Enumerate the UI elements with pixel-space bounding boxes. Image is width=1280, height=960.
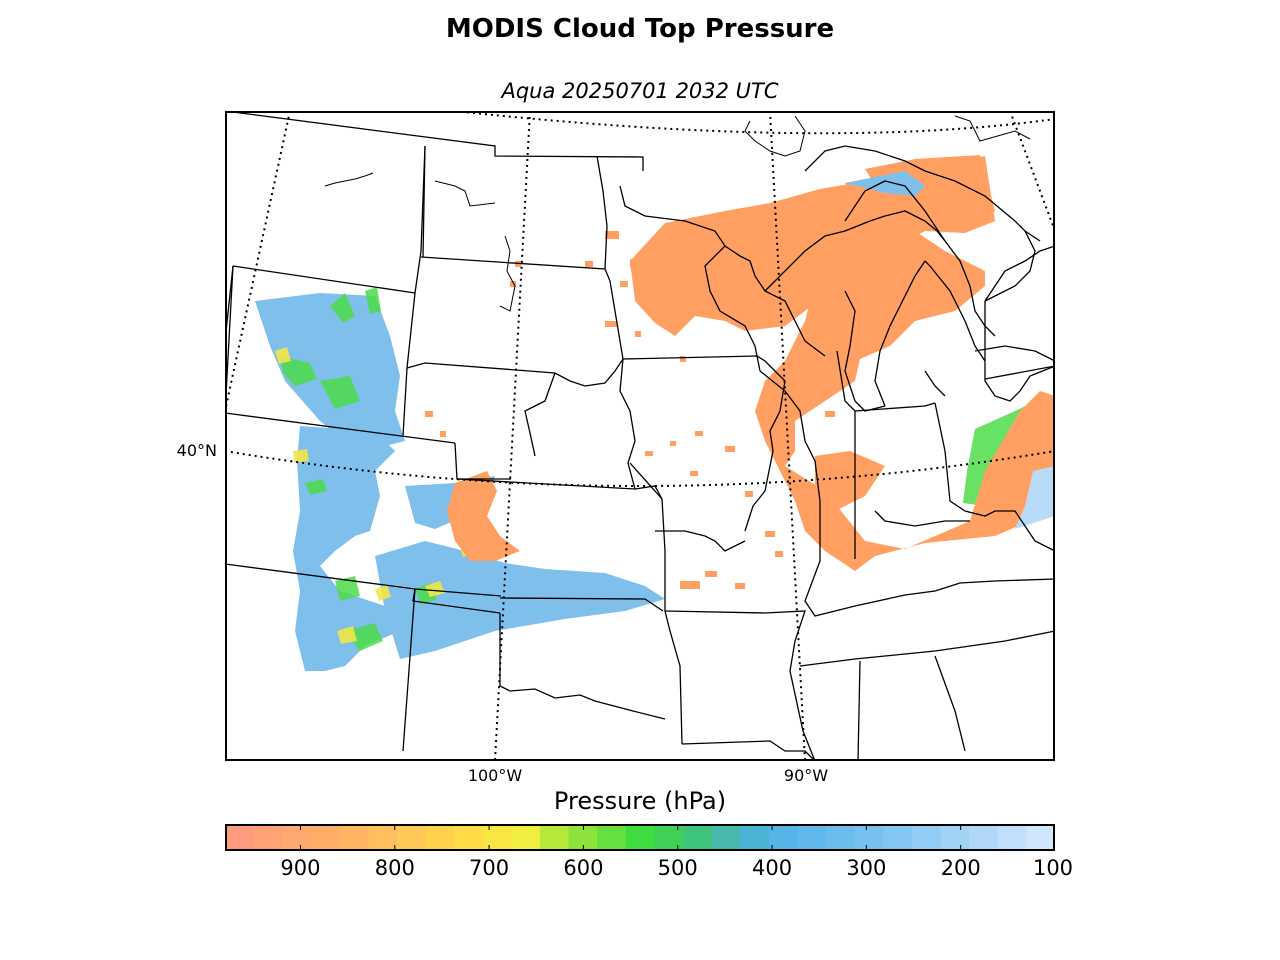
cloud-specks (425, 231, 835, 589)
colorbar-segment (797, 824, 827, 851)
colorbar-tick-label: 700 (469, 856, 510, 880)
lon-label-100w: 100°W (467, 766, 523, 785)
colorbar-segment (511, 824, 541, 851)
colorbar-segment (969, 824, 999, 851)
colorbar-tick-label: 500 (657, 856, 698, 880)
colorbar-segment (453, 824, 484, 851)
map-frame (225, 111, 1055, 761)
colorbar-tick-label: 100 (1032, 856, 1074, 880)
chart-title: MODIS Cloud Top Pressure (445, 14, 835, 44)
colorbar-segment (940, 824, 970, 851)
colorbar-segment (654, 824, 684, 851)
colorbar-segment (425, 824, 455, 851)
colorbar-segment (740, 824, 770, 851)
colorbar-segment (625, 824, 655, 851)
colorbar-segment (1026, 824, 1055, 851)
colorbar-tick-label: 200 (940, 856, 981, 880)
colorbar-segment (396, 824, 426, 851)
colorbar-tick-label: 400 (751, 856, 793, 880)
cloud-field-upper-high (845, 171, 925, 196)
colorbar-segment (253, 824, 283, 851)
graticule (225, 111, 1055, 761)
colorbar-segment (282, 824, 312, 851)
colorbar-tick-label: 800 (374, 856, 415, 880)
cloud-field-high (255, 293, 665, 671)
colorbar-segment (826, 824, 856, 851)
colorbar-tick-label: 600 (563, 856, 604, 880)
map-panel (225, 111, 1055, 761)
colorbar-segment (682, 824, 713, 851)
colorbar-segment (597, 824, 627, 851)
colorbar-segment (854, 824, 884, 851)
colorbar-segment (911, 824, 942, 851)
colorbar-tick-label: 300 (846, 856, 887, 880)
colorbar-frame (225, 824, 1055, 851)
colorbar-segment (368, 824, 398, 851)
colorbar-segment (310, 824, 341, 851)
colorbar-tick-label: 900 (280, 856, 321, 880)
coastlines (324, 115, 1031, 312)
colorbar-label: Pressure (hPa) (553, 787, 727, 815)
colorbar-segment (339, 824, 369, 851)
colorbar-segment (711, 824, 741, 851)
colorbar-segment (997, 824, 1027, 851)
cloud-field-very-high (1015, 466, 1055, 529)
lat-label-40n: 40°N (176, 441, 217, 460)
colorbar (225, 824, 1055, 851)
state-boundaries (225, 111, 1055, 761)
colorbar-segment (768, 824, 799, 851)
colorbar-segment (225, 824, 255, 851)
lon-label-90w: 90°W (783, 766, 829, 785)
colorbar-segment (539, 824, 570, 851)
colorbar-segment (482, 824, 512, 851)
chart-subtitle: Aqua 20250701 2032 UTC (501, 79, 779, 103)
colorbar-segment (883, 824, 913, 851)
